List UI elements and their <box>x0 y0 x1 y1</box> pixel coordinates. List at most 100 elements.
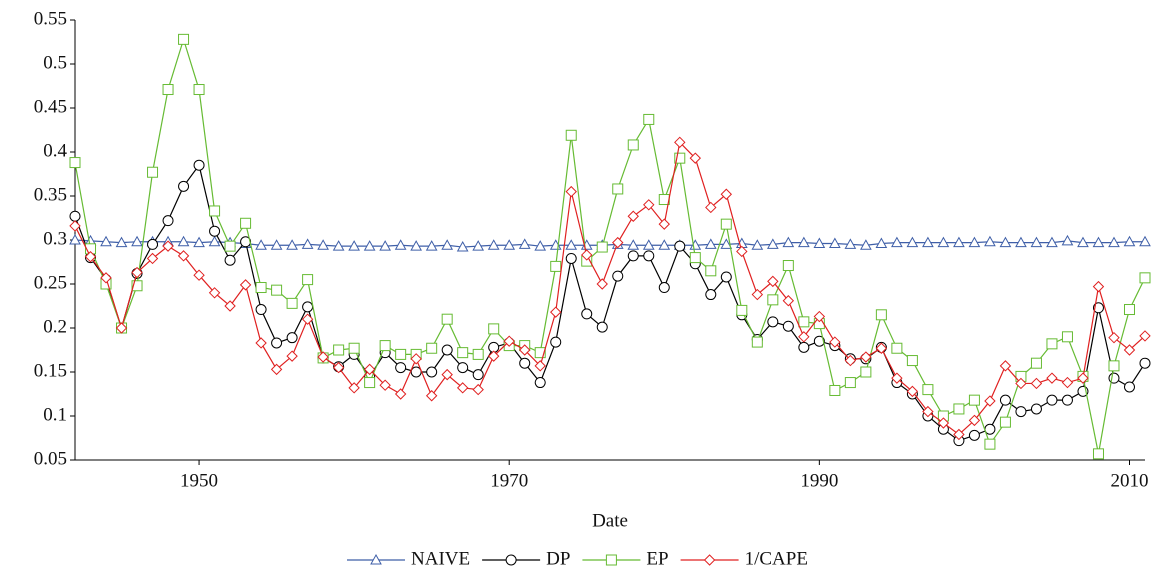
marker <box>720 271 732 283</box>
marker <box>953 428 965 441</box>
y-tick-label: 0.15 <box>34 360 67 381</box>
marker <box>798 316 810 328</box>
marker <box>146 252 159 265</box>
marker <box>224 254 236 266</box>
marker <box>503 239 516 250</box>
marker <box>1061 376 1074 389</box>
marker <box>1108 331 1120 344</box>
marker <box>364 377 376 389</box>
series-line <box>74 163 1146 442</box>
marker <box>178 180 190 192</box>
marker <box>565 129 577 141</box>
marker <box>1108 372 1120 384</box>
marker <box>487 350 500 362</box>
marker <box>519 344 531 356</box>
marker <box>658 239 671 250</box>
marker <box>1123 235 1136 247</box>
marker <box>891 236 903 248</box>
marker <box>69 210 81 222</box>
marker <box>999 236 1012 248</box>
y-tick-label: 0.35 <box>34 184 67 205</box>
marker <box>767 316 779 328</box>
marker <box>860 366 872 378</box>
marker <box>425 240 438 251</box>
marker <box>162 240 174 252</box>
marker <box>255 239 267 250</box>
marker <box>1092 280 1105 293</box>
y-tick-label: 0.25 <box>34 272 67 293</box>
marker <box>348 382 360 394</box>
marker <box>1092 236 1105 248</box>
marker <box>1092 448 1104 460</box>
marker <box>860 239 872 250</box>
marker <box>751 288 764 301</box>
marker <box>550 260 562 272</box>
marker <box>255 337 267 349</box>
marker <box>642 239 655 250</box>
marker <box>193 236 205 248</box>
marker <box>394 388 407 400</box>
marker <box>736 304 748 316</box>
marker <box>177 250 190 262</box>
marker <box>302 274 314 286</box>
marker <box>751 336 763 348</box>
marker <box>286 297 298 309</box>
marker <box>379 240 391 251</box>
marker <box>1046 338 1058 350</box>
marker <box>348 342 360 354</box>
marker <box>379 340 391 352</box>
marker <box>782 320 794 332</box>
marker <box>658 282 670 294</box>
marker <box>891 372 903 384</box>
marker <box>565 239 578 250</box>
marker <box>953 403 965 415</box>
marker <box>844 377 856 389</box>
legend-label: EP <box>646 548 668 569</box>
marker <box>209 225 221 237</box>
y-tick-label: 0.3 <box>43 228 67 249</box>
marker <box>968 414 981 427</box>
marker <box>984 395 996 407</box>
marker <box>147 166 159 178</box>
marker <box>348 240 360 251</box>
marker <box>829 336 841 348</box>
marker <box>239 279 252 291</box>
marker <box>906 385 919 398</box>
marker <box>612 236 624 249</box>
marker <box>922 236 934 248</box>
marker <box>720 218 732 230</box>
marker <box>84 251 97 263</box>
marker <box>596 241 608 253</box>
marker <box>550 336 562 348</box>
marker <box>797 236 810 248</box>
marker <box>1015 406 1027 418</box>
marker <box>1123 344 1136 356</box>
marker <box>922 384 934 396</box>
x-tick-label: 1970 <box>490 470 528 491</box>
marker <box>255 282 267 294</box>
marker <box>627 239 640 250</box>
marker <box>286 239 298 250</box>
x-tick-label: 1950 <box>180 470 218 491</box>
marker <box>519 357 531 369</box>
marker <box>395 362 407 374</box>
marker <box>844 354 857 367</box>
marker <box>689 152 701 164</box>
marker <box>1030 357 1042 369</box>
marker <box>270 239 283 250</box>
y-tick-label: 0.5 <box>43 52 67 73</box>
marker <box>627 139 639 151</box>
marker <box>1123 381 1135 393</box>
marker <box>162 215 174 227</box>
marker <box>332 240 345 251</box>
marker <box>69 233 81 245</box>
marker <box>518 238 531 249</box>
marker <box>115 236 128 248</box>
marker <box>875 237 888 249</box>
marker <box>844 238 857 249</box>
marker <box>968 429 980 441</box>
marker <box>906 355 918 367</box>
marker <box>674 136 686 149</box>
marker <box>658 218 670 230</box>
y-tick-label: 0.55 <box>34 8 67 29</box>
